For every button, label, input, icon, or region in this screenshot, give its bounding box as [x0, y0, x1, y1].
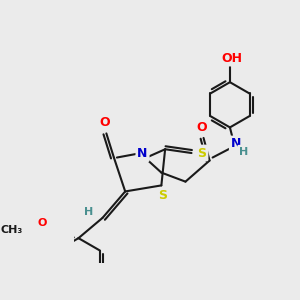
Text: O: O	[37, 218, 46, 229]
Text: CH₃: CH₃	[1, 225, 23, 235]
Text: O: O	[197, 121, 207, 134]
Text: S: S	[158, 190, 167, 202]
Text: S: S	[197, 146, 206, 160]
Text: N: N	[231, 137, 241, 151]
Text: OH: OH	[221, 52, 242, 64]
Text: O: O	[100, 116, 110, 129]
Text: H: H	[84, 207, 94, 217]
Text: N: N	[137, 147, 148, 160]
Text: H: H	[239, 146, 248, 157]
